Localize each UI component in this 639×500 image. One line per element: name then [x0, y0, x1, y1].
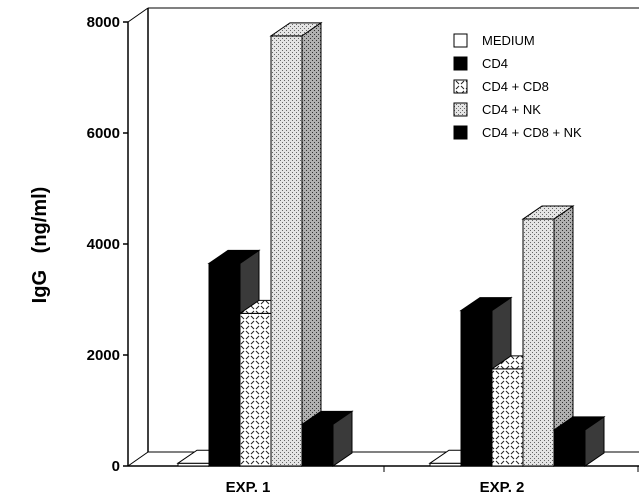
legend-swatch: [453, 79, 468, 94]
legend: MEDIUM CD4 CD4 + CD8 CD4 + NK CD4 + CD8 + NK: [453, 33, 582, 140]
y-axis-ticks: 0 2000 4000 6000 8000: [87, 14, 128, 475]
legend-swatch: [453, 33, 468, 48]
bar-cd4-nk-2: [521, 205, 575, 467]
legend-swatch: [453, 102, 468, 117]
legend-label: CD4: [482, 56, 508, 71]
y-axis-label: IgG (ng/ml): [29, 187, 51, 304]
y-tick-label: 0: [112, 458, 120, 475]
y-tick-label: 2000: [87, 347, 120, 364]
legend-label: CD4 + NK: [482, 102, 541, 117]
y-tick-label: 8000: [87, 14, 120, 31]
category-labels: EXP. 1 EXP. 2: [226, 466, 639, 496]
bars: [176, 21, 606, 467]
bar-cd4-nk-1: [269, 21, 323, 467]
category-label: EXP. 1: [226, 479, 271, 496]
legend-swatch: [453, 56, 468, 71]
category-label: EXP. 2: [480, 479, 525, 496]
depth-connector-top: [127, 7, 149, 23]
depth-connector-bottom: [127, 451, 149, 467]
legend-swatch: [453, 125, 468, 140]
y-tick-label: 6000: [87, 125, 120, 142]
legend-label: CD4 + CD8: [482, 79, 549, 94]
y-tick-label: 4000: [87, 236, 120, 253]
legend-label: MEDIUM: [482, 33, 535, 48]
bar-cd4-cd8-nk-2: [552, 415, 606, 467]
bar-cd4-cd8-nk-1: [300, 410, 354, 467]
legend-label: CD4 + CD8 + NK: [482, 125, 582, 140]
